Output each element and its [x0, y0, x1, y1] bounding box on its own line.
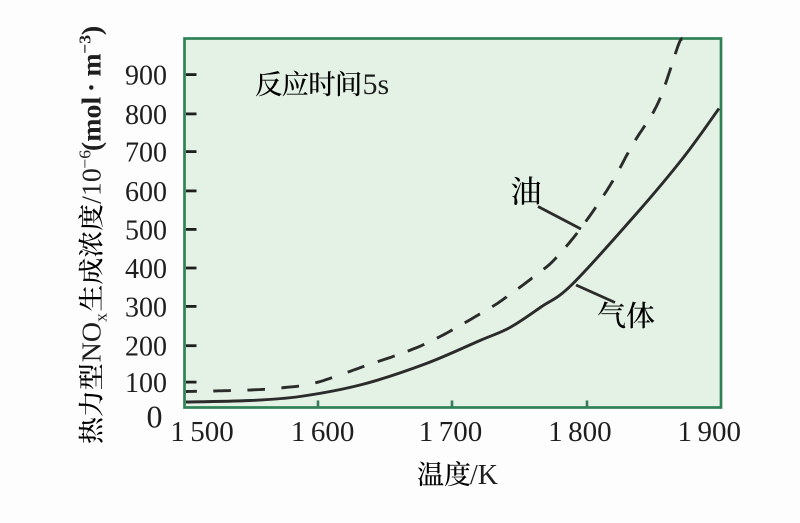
svg-text:−6: −6: [76, 150, 95, 169]
svg-text:900: 900: [125, 61, 167, 92]
svg-text:): ): [77, 26, 106, 35]
svg-text:0: 0: [147, 399, 163, 435]
svg-text:800: 800: [125, 100, 167, 131]
svg-text:300: 300: [125, 292, 167, 323]
svg-text:500: 500: [125, 215, 167, 246]
svg-text:·: ·: [77, 83, 106, 92]
svg-text:200: 200: [125, 332, 167, 363]
svg-text:m: m: [77, 53, 106, 76]
svg-text:700: 700: [125, 138, 167, 169]
svg-text:5s: 5s: [363, 68, 390, 101]
svg-text:100: 100: [125, 368, 167, 399]
svg-text:(mol: (mol: [77, 96, 106, 151]
svg-text:400: 400: [125, 254, 167, 285]
svg-text:x: x: [92, 313, 111, 322]
svg-text:600: 600: [125, 177, 167, 208]
svg-text:−3: −3: [76, 35, 95, 54]
svg-text:/K: /K: [470, 460, 498, 491]
svg-text:/10: /10: [77, 168, 106, 204]
svg-text:NO: NO: [77, 322, 106, 362]
